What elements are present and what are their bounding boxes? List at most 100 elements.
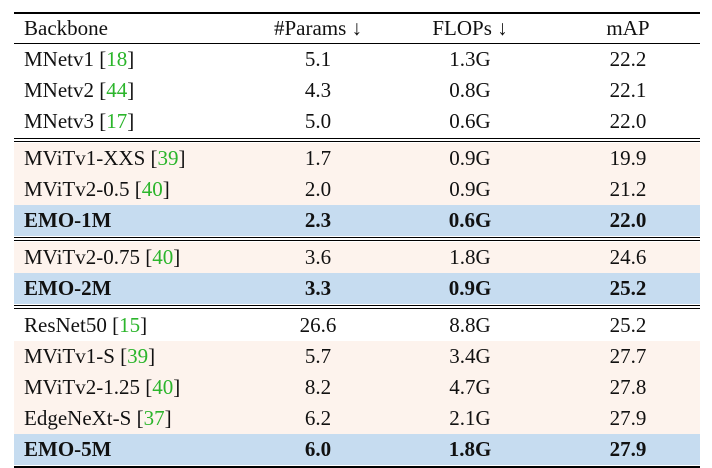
rule [14, 237, 700, 238]
header-cell: FLOPs ↓ [432, 16, 508, 40]
backbone: MViTv2-1.25 [40] [24, 372, 180, 403]
value-cell: 3.6 [304, 245, 332, 269]
bracket: ] [162, 177, 170, 201]
value-cell: 2.0 [304, 177, 332, 201]
bracket: [ [99, 47, 107, 71]
value-cell: 0.8G [449, 78, 491, 102]
value-cell: 3.4G [449, 344, 491, 368]
bracket: [ [145, 245, 153, 269]
value-cell: 1.8G [449, 245, 491, 269]
table-row: MViTv1-XXS [39] 1.7 0.9G 19.9 [14, 143, 700, 174]
model-name: EMO-1M [24, 208, 112, 232]
bracket: [ [150, 146, 158, 170]
rule [14, 138, 700, 139]
value-cell: 2.1G [449, 406, 491, 430]
value-cell: 0.9G [448, 276, 492, 300]
citation: 40 [152, 245, 174, 269]
backbone: MNetv2 [44] [24, 75, 134, 106]
value-cell: 0.9G [449, 146, 491, 170]
bracket: ] [127, 78, 135, 102]
value-cell: 22.0 [609, 109, 647, 133]
table-row: EMO-5M 6.0 1.8G 27.9 [14, 434, 700, 465]
bracket: ] [173, 245, 181, 269]
citation: 40 [152, 375, 174, 399]
model-name: MViTv1-S [24, 344, 115, 368]
value-cell: 27.9 [609, 437, 647, 461]
value-cell: 5.0 [304, 109, 332, 133]
citation: 40 [141, 177, 163, 201]
table-row: MNetv2 [44] 4.3 0.8G 22.1 [14, 75, 700, 106]
table-row: MNetv1 [18] 5.1 1.3G 22.2 [14, 44, 700, 75]
rule [14, 305, 700, 306]
model-name: MViTv2-0.75 [24, 245, 140, 269]
bracket: ] [178, 146, 186, 170]
backbone: MViTv1-S [39] [24, 341, 155, 372]
rule [14, 43, 700, 44]
header-cell: mAP [606, 16, 650, 40]
value-cell: 1.8G [448, 437, 492, 461]
citation: 39 [127, 344, 149, 368]
citation: 15 [119, 313, 141, 337]
backbone: ResNet50 [15] [24, 310, 147, 341]
citation: 39 [157, 146, 179, 170]
model-name: MNetv3 [24, 109, 94, 133]
backbone: EMO-2M [24, 273, 111, 304]
value-cell: 8.2 [304, 375, 332, 399]
bracket: [ [112, 313, 120, 337]
value-cell: 6.2 [304, 406, 332, 430]
header-row: Backbone #Params ↓ FLOPs ↓ mAP [14, 13, 700, 44]
table-row: MNetv3 [17] 5.0 0.6G 22.0 [14, 106, 700, 137]
value-cell: 27.8 [609, 375, 647, 399]
table-row: MViTv2-0.75 [40] 3.6 1.8G 24.6 [14, 242, 700, 273]
value-cell: 5.7 [304, 344, 332, 368]
backbone: MViTv2-0.5 [40] [24, 174, 170, 205]
table-row: MViTv1-S [39] 5.7 3.4G 27.7 [14, 341, 700, 372]
value-cell: 27.7 [609, 344, 647, 368]
citation: 18 [106, 47, 128, 71]
value-cell: 3.3 [304, 276, 332, 300]
bracket: ] [140, 313, 148, 337]
value-cell: 0.6G [448, 208, 492, 232]
value-cell: 1.7 [304, 146, 332, 170]
value-cell: 21.2 [609, 177, 647, 201]
rule [14, 141, 700, 142]
bracket: [ [136, 406, 144, 430]
value-cell: 27.9 [609, 406, 647, 430]
table-row: EMO-2M 3.3 0.9G 25.2 [14, 273, 700, 304]
bracket: [ [145, 375, 153, 399]
table-row: ResNet50 [15] 26.6 8.8G 25.2 [14, 310, 700, 341]
value-cell: 5.1 [304, 47, 332, 71]
value-cell: 24.6 [609, 245, 647, 269]
value-cell: 25.2 [609, 313, 647, 337]
value-cell: 25.2 [609, 276, 647, 300]
citation: 37 [143, 406, 165, 430]
rule [14, 308, 700, 309]
bracket: ] [148, 344, 156, 368]
value-cell: 0.9G [449, 177, 491, 201]
value-cell: 0.6G [449, 109, 491, 133]
model-name: MViTv2-1.25 [24, 375, 140, 399]
model-name: EdgeNeXt-S [24, 406, 132, 430]
value-cell: 19.9 [609, 146, 647, 170]
model-name: MNetv2 [24, 78, 94, 102]
backbone: MViTv1-XXS [39] [24, 143, 186, 174]
rule [14, 12, 700, 14]
model-name: ResNet50 [24, 313, 107, 337]
model-name: MViTv1-XXS [24, 146, 146, 170]
bracket: [ [99, 78, 107, 102]
value-cell: 6.0 [304, 437, 332, 461]
model-name: EMO-2M [24, 276, 112, 300]
header-cell: #Params ↓ [273, 16, 363, 40]
value-cell: 4.3 [304, 78, 332, 102]
backbone: MViTv2-0.75 [40] [24, 242, 180, 273]
backbone: EMO-1M [24, 205, 111, 236]
citation: 17 [106, 109, 128, 133]
value-cell: 8.8G [449, 313, 491, 337]
table-row: MViTv2-1.25 [40] 8.2 4.7G 27.8 [14, 372, 700, 403]
model-name: EMO-5M [24, 437, 112, 461]
bracket: [ [134, 177, 142, 201]
value-cell: 4.7G [449, 375, 491, 399]
value-cell: 1.3G [449, 47, 491, 71]
bracket: ] [127, 47, 135, 71]
backbone: MNetv3 [17] [24, 106, 134, 137]
